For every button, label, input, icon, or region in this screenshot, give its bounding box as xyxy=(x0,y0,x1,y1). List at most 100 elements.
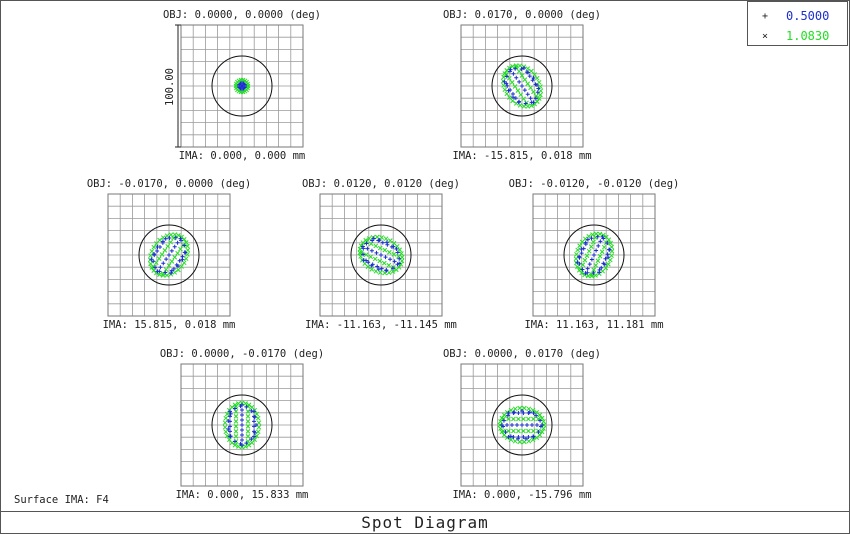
spot-marker-plus xyxy=(527,74,532,79)
spot-marker-cross xyxy=(539,415,545,421)
spot-marker-plus xyxy=(594,248,599,253)
spot-marker-cross xyxy=(399,258,405,264)
spot-marker-cross xyxy=(538,92,543,98)
spot-marker-plus xyxy=(511,71,516,76)
spot-marker-cross xyxy=(233,434,239,439)
spot-marker-plus xyxy=(228,424,232,429)
spot-marker-cross xyxy=(377,270,383,275)
spot-marker-cross xyxy=(586,248,592,254)
spot-marker-plus xyxy=(606,247,611,252)
spot-marker-plus xyxy=(377,238,382,243)
spot-marker-cross xyxy=(245,424,251,429)
spot-marker-cross xyxy=(591,267,597,273)
spot-marker-plus xyxy=(530,423,534,427)
spot-marker-plus xyxy=(519,67,524,72)
spot-marker-plus xyxy=(501,424,506,429)
spot-marker-plus xyxy=(163,236,168,241)
spot-marker-cross xyxy=(521,428,526,434)
spot-marker-plus xyxy=(598,239,603,244)
spot-marker-plus xyxy=(384,267,389,272)
legend-label: 0.5000 xyxy=(786,9,829,23)
field-ima-label: IMA: 11.163, 11.181 mm xyxy=(524,319,663,331)
spot-marker-plus xyxy=(228,414,232,419)
spot-marker-plus xyxy=(252,415,257,420)
spot-marker-plus xyxy=(233,439,237,444)
spot-marker-cross xyxy=(531,428,536,434)
spot-marker-cross xyxy=(166,263,172,268)
spot-marker-cross xyxy=(593,273,598,278)
spot-marker-plus xyxy=(149,257,154,262)
spot-marker-cross xyxy=(172,254,178,260)
spot-marker-plus xyxy=(152,251,157,256)
spot-marker-cross xyxy=(390,269,396,274)
spot-marker-cross xyxy=(223,429,229,435)
spot-marker-cross xyxy=(151,244,157,250)
spot-marker-cross xyxy=(515,88,521,93)
spot-marker-plus xyxy=(522,65,527,70)
spot-marker-cross xyxy=(175,250,180,256)
spot-marker-plus xyxy=(523,436,528,441)
spot-marker-plus xyxy=(240,438,244,442)
spot-marker-plus xyxy=(169,268,174,273)
spot-marker-cross xyxy=(159,252,165,257)
spot-marker-cross xyxy=(530,437,536,443)
spot-marker-plus xyxy=(538,418,543,423)
spot-marker-plus xyxy=(384,240,389,245)
spot-marker-cross xyxy=(534,75,540,81)
spot-marker-plus xyxy=(240,418,244,422)
spot-marker-cross xyxy=(394,243,400,249)
spot-marker-cross xyxy=(254,411,260,417)
spot-marker-cross xyxy=(245,81,250,87)
spot-marker-plus xyxy=(380,240,385,245)
spot-marker-plus xyxy=(182,243,187,248)
spot-marker-cross xyxy=(245,419,251,424)
field-obj-label: OBJ: 0.0000, 0.0000 (deg) xyxy=(163,9,321,21)
spot-marker-plus xyxy=(370,238,375,243)
spot-marker-cross xyxy=(171,235,176,241)
spot-marker-cross xyxy=(517,405,523,411)
spot-marker-cross xyxy=(507,95,512,100)
spot-marker-plus xyxy=(226,426,231,431)
spot-marker-cross xyxy=(372,256,378,262)
spot-marker-plus xyxy=(579,251,584,256)
spot-marker-cross xyxy=(605,261,611,267)
spot-marker-cross xyxy=(255,429,261,435)
spot-marker-cross xyxy=(223,415,229,421)
spot-marker-cross xyxy=(162,248,168,253)
spot-marker-cross xyxy=(595,258,601,264)
spot-marker-cross xyxy=(363,252,369,258)
spot-marker-cross xyxy=(246,442,252,448)
spot-marker-plus xyxy=(364,258,369,263)
spot-marker-cross xyxy=(526,428,531,434)
spot-marker-plus xyxy=(169,248,174,253)
spot-marker-plus xyxy=(361,252,366,257)
spot-panel xyxy=(107,193,231,317)
spot-marker-plus xyxy=(228,409,232,414)
spot-marker-plus xyxy=(506,435,511,439)
spot-marker-cross xyxy=(538,84,543,89)
spot-marker-plus xyxy=(505,413,510,418)
spot-marker-plus xyxy=(605,241,610,246)
spot-marker-plus xyxy=(228,429,232,434)
spot-marker-plus xyxy=(179,238,184,243)
legend-entry: +0.5000 xyxy=(762,9,829,23)
spot-panel xyxy=(460,24,584,148)
spot-marker-plus xyxy=(587,262,592,267)
spot-marker-plus xyxy=(171,266,176,271)
spot-marker-plus xyxy=(504,74,509,79)
spot-marker-cross xyxy=(517,63,523,69)
spot-marker-plus xyxy=(508,434,513,439)
spot-marker-cross xyxy=(379,235,385,240)
spot-marker-cross xyxy=(236,444,241,449)
spot-marker-cross xyxy=(573,256,579,262)
spot-panel xyxy=(180,363,304,487)
spot-marker-plus xyxy=(177,258,182,263)
spot-marker-cross xyxy=(368,254,374,260)
spot-marker-cross xyxy=(157,272,162,278)
field-obj-label: OBJ: 0.0000, 0.0170 (deg) xyxy=(443,348,601,360)
spot-marker-cross xyxy=(591,239,596,245)
spot-marker-plus xyxy=(505,83,510,88)
spot-marker-cross xyxy=(383,236,389,242)
spot-marker-plus xyxy=(534,82,539,87)
